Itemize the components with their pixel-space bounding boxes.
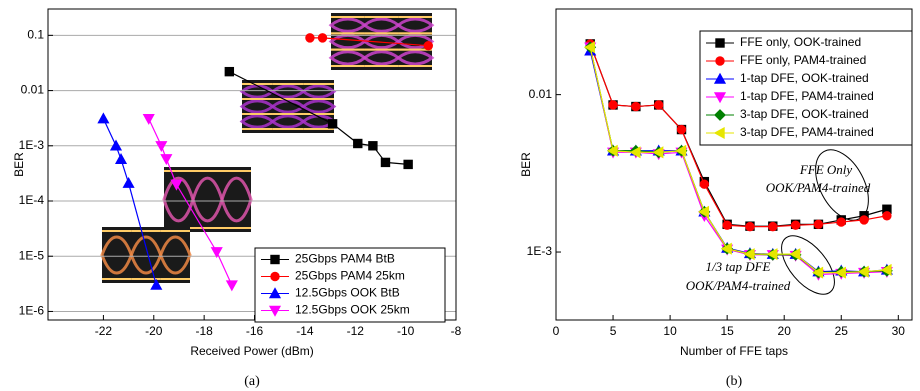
legend-label: 3-tap DFE, OOK-trained — [740, 107, 869, 121]
y-axis-label: BER — [12, 152, 26, 177]
x-tick-label: -22 — [95, 324, 113, 338]
marker — [318, 34, 326, 42]
y-tick-label: 1E-6 — [19, 304, 45, 318]
marker — [369, 142, 377, 150]
marker — [225, 67, 233, 75]
x-tick-label: 20 — [778, 324, 792, 338]
marker — [791, 221, 799, 229]
legend-label: 1-tap DFE, OOK-trained — [740, 71, 869, 85]
x-tick-label: 0 — [553, 324, 560, 338]
figure: 1E-6 1E-5 1E-4 1E-3 0.01 0.1 -22 -20 -18 -16 -14 -1… — [0, 0, 920, 391]
x-tick-label: 25 — [835, 324, 849, 338]
marker — [306, 34, 314, 42]
eye-inset — [242, 80, 334, 133]
marker — [609, 101, 617, 109]
eye-inset — [164, 167, 251, 232]
legend-label: 25Gbps PAM4 25km — [295, 269, 405, 283]
x-tick-label: -10 — [397, 324, 415, 338]
marker — [700, 180, 708, 188]
marker — [677, 125, 685, 133]
marker — [746, 222, 754, 230]
marker — [716, 57, 724, 65]
marker — [723, 221, 731, 229]
eye-inset — [102, 227, 190, 283]
marker — [144, 114, 154, 123]
eye-background — [242, 80, 334, 133]
x-tick-label: -14 — [296, 324, 314, 338]
marker — [98, 113, 108, 122]
marker — [424, 41, 432, 49]
x-tick-label: -18 — [195, 324, 213, 338]
y-tick-label: 0.01 — [21, 83, 45, 97]
marker — [860, 216, 868, 224]
x-axis-label: Received Power (dBm) — [190, 344, 313, 358]
legend-label: 3-tap DFE, PAM4-trained — [740, 125, 874, 139]
marker — [716, 39, 724, 47]
annotation: OOK/PAM4-trained — [686, 278, 791, 293]
marker — [328, 120, 336, 128]
marker — [632, 102, 640, 110]
marker — [212, 248, 222, 257]
x-tick-label: -12 — [347, 324, 365, 338]
x-axis-label: Number of FFE taps — [680, 344, 788, 358]
legend-label: 1-tap DFE, PAM4-trained — [740, 89, 874, 103]
x-tick-label: 30 — [892, 324, 906, 338]
marker — [769, 222, 777, 230]
eye-background — [102, 227, 190, 283]
x-tick-label: -8 — [451, 324, 462, 338]
x-tick-label: 5 — [610, 324, 617, 338]
marker — [271, 255, 279, 263]
marker — [161, 155, 171, 164]
caption: (a) — [244, 374, 260, 389]
y-tick-label: 1E-3 — [19, 138, 45, 152]
annotation: OOK/PAM4-trained — [766, 180, 871, 195]
y-tick-label: 0.01 — [529, 87, 553, 101]
marker — [837, 218, 845, 226]
y-tick-label: 1E-4 — [19, 193, 45, 207]
annotation: FFE Only — [799, 162, 853, 177]
legend-label: 12.5Gbps OOK BtB — [295, 286, 400, 300]
marker — [654, 101, 662, 109]
marker — [814, 220, 822, 228]
y-tick-label: 1E-5 — [19, 248, 45, 262]
legend-label: FFE only, OOK-trained — [740, 35, 861, 49]
marker — [227, 281, 237, 290]
marker — [883, 212, 891, 220]
marker — [381, 158, 389, 166]
y-axis-label: BER — [519, 152, 533, 177]
eye-inset — [331, 13, 432, 70]
y-tick-label: 0.1 — [27, 28, 44, 42]
marker — [271, 272, 279, 280]
legend-label: 12.5Gbps OOK 25km — [295, 303, 410, 317]
marker — [404, 160, 412, 168]
caption: (b) — [726, 374, 743, 389]
x-tick-label: 10 — [663, 324, 677, 338]
x-tick-label: 15 — [720, 324, 734, 338]
annotation: 1/3 tap DFE — [706, 259, 771, 274]
x-tick-label: -20 — [145, 324, 163, 338]
legend-label: 25Gbps PAM4 BtB — [295, 252, 395, 266]
marker — [123, 178, 133, 187]
legend-label: FFE only, PAM4-trained — [740, 53, 866, 67]
y-tick-label: 1E-3 — [527, 244, 553, 258]
marker — [354, 139, 362, 147]
eye-background — [331, 13, 432, 70]
x-tick-label: -16 — [246, 324, 264, 338]
marker — [116, 154, 126, 163]
